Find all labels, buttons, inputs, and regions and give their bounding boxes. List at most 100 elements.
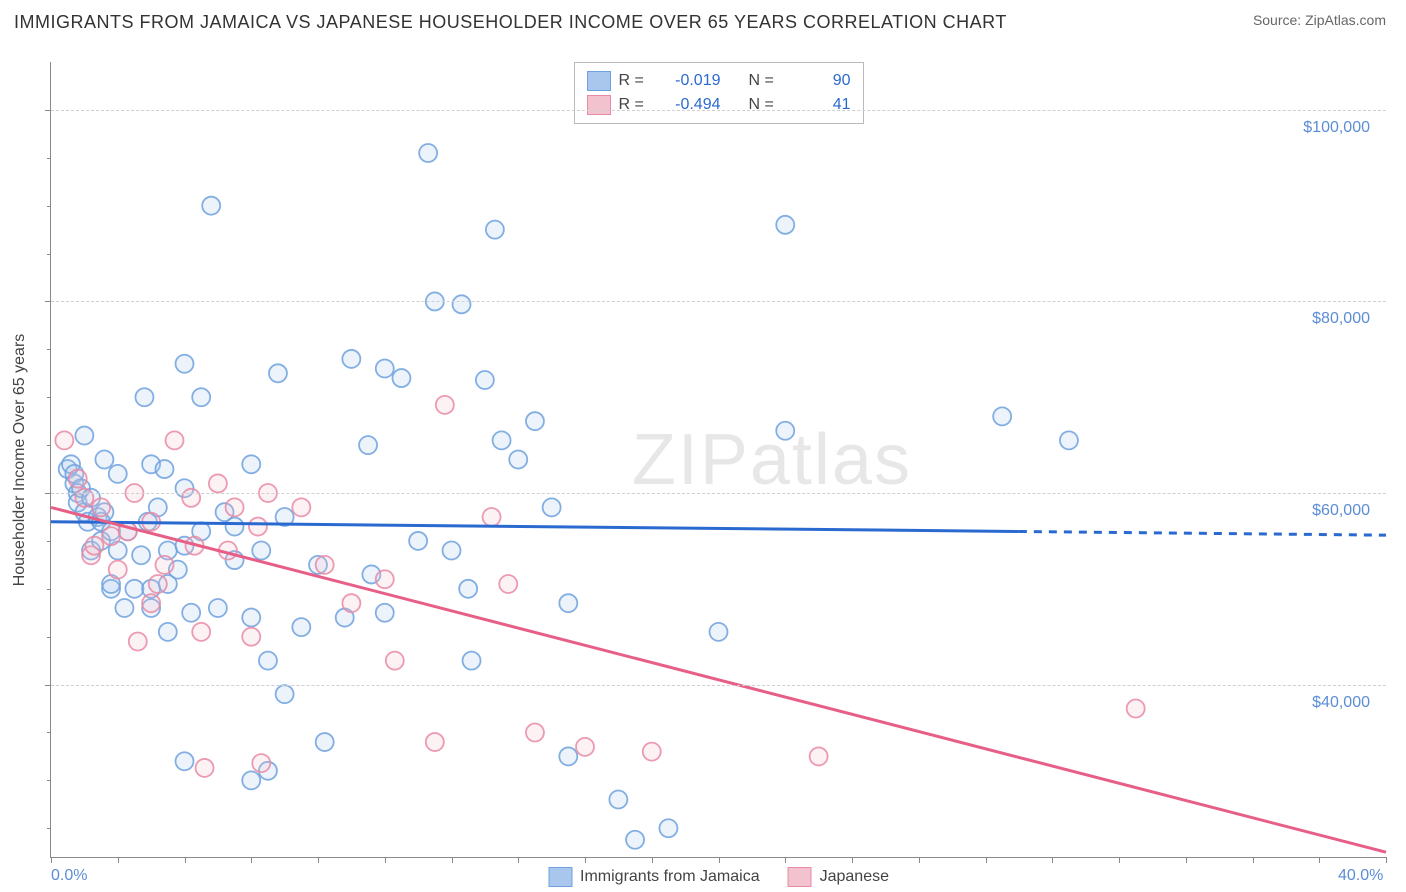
- y-tick-label: $40,000: [1312, 694, 1370, 712]
- scatter-chart: Householder Income Over 65 years ZIPatla…: [50, 62, 1386, 858]
- data-point-japanese: [182, 489, 200, 507]
- data-point-jamaica: [242, 771, 260, 789]
- data-point-japanese: [75, 489, 93, 507]
- gridline: [51, 110, 1386, 111]
- data-point-jamaica: [176, 752, 194, 770]
- data-point-jamaica: [776, 216, 794, 234]
- y-tick-label: $80,000: [1312, 310, 1370, 328]
- data-point-jamaica: [443, 541, 461, 559]
- data-point-jamaica: [376, 360, 394, 378]
- data-point-japanese: [376, 570, 394, 588]
- data-point-jamaica: [155, 460, 173, 478]
- data-point-japanese: [252, 754, 270, 772]
- data-point-jamaica: [242, 609, 260, 627]
- data-point-japanese: [196, 759, 214, 777]
- data-point-japanese: [109, 561, 127, 579]
- data-point-jamaica: [509, 451, 527, 469]
- data-point-japanese: [576, 738, 594, 756]
- data-point-jamaica: [419, 144, 437, 162]
- data-point-jamaica: [209, 599, 227, 617]
- data-point-jamaica: [292, 618, 310, 636]
- data-point-jamaica: [316, 733, 334, 751]
- data-point-japanese: [165, 431, 183, 449]
- source-attribution: Source: ZipAtlas.com: [1253, 12, 1386, 28]
- legend-swatch-jamaica: [548, 867, 572, 887]
- data-point-jamaica: [125, 580, 143, 598]
- source-link[interactable]: ZipAtlas.com: [1305, 12, 1386, 28]
- data-point-jamaica: [476, 371, 494, 389]
- data-point-jamaica: [132, 546, 150, 564]
- data-point-jamaica: [252, 541, 270, 559]
- trendline-extrapolated-jamaica: [1019, 531, 1386, 535]
- data-point-jamaica: [135, 388, 153, 406]
- data-point-japanese: [226, 498, 244, 516]
- legend-n-value-jamaica: 90: [789, 72, 851, 90]
- data-point-jamaica: [342, 350, 360, 368]
- data-point-jamaica: [453, 295, 471, 313]
- data-point-jamaica: [993, 407, 1011, 425]
- data-point-japanese: [499, 575, 517, 593]
- gridline: [51, 685, 1386, 686]
- data-point-jamaica: [463, 652, 481, 670]
- legend-n-label: N =: [749, 96, 781, 114]
- data-point-jamaica: [392, 369, 410, 387]
- x-tick-label: 40.0%: [1338, 867, 1383, 885]
- data-point-jamaica: [242, 455, 260, 473]
- legend-row-japanese: R = -0.494 N = 41: [587, 93, 851, 117]
- y-axis-label: Householder Income Over 65 years: [11, 334, 29, 587]
- chart-svg-layer: [51, 62, 1386, 857]
- legend-r-label: R =: [619, 96, 651, 114]
- data-point-jamaica: [459, 580, 477, 598]
- data-point-japanese: [810, 747, 828, 765]
- data-point-jamaica: [710, 623, 728, 641]
- data-point-jamaica: [493, 431, 511, 449]
- data-point-jamaica: [276, 685, 294, 703]
- source-prefix: Source:: [1253, 12, 1305, 28]
- data-point-jamaica: [359, 436, 377, 454]
- legend-n-value-japanese: 41: [789, 96, 851, 114]
- gridline: [51, 493, 1386, 494]
- data-point-jamaica: [409, 532, 427, 550]
- data-point-jamaica: [526, 412, 544, 430]
- data-point-japanese: [102, 527, 120, 545]
- data-point-japanese: [55, 431, 73, 449]
- chart-title: IMMIGRANTS FROM JAMAICA VS JAPANESE HOUS…: [14, 12, 1007, 33]
- data-point-jamaica: [192, 388, 210, 406]
- data-point-japanese: [249, 518, 267, 536]
- data-point-jamaica: [609, 791, 627, 809]
- data-point-jamaica: [115, 599, 133, 617]
- data-point-jamaica: [95, 451, 113, 469]
- data-point-jamaica: [176, 355, 194, 373]
- legend-row-jamaica: R = -0.019 N = 90: [587, 69, 851, 93]
- legend-swatch-jamaica: [587, 71, 611, 91]
- data-point-jamaica: [559, 747, 577, 765]
- data-point-japanese: [92, 498, 110, 516]
- legend-swatch-japanese: [788, 867, 812, 887]
- data-point-japanese: [129, 632, 147, 650]
- data-point-japanese: [69, 470, 87, 488]
- data-point-jamaica: [226, 518, 244, 536]
- legend-label-japanese: Japanese: [820, 868, 889, 885]
- legend-r-label: R =: [619, 72, 651, 90]
- data-point-jamaica: [159, 623, 177, 641]
- data-point-jamaica: [776, 422, 794, 440]
- data-point-japanese: [192, 623, 210, 641]
- series-legend: Immigrants from Jamaica Japanese: [548, 867, 889, 887]
- data-point-japanese: [142, 594, 160, 612]
- data-point-jamaica: [109, 465, 127, 483]
- legend-n-label: N =: [749, 72, 781, 90]
- data-point-jamaica: [75, 427, 93, 445]
- data-point-jamaica: [559, 594, 577, 612]
- legend-item-japanese: Japanese: [788, 867, 889, 887]
- data-point-jamaica: [626, 831, 644, 849]
- data-point-jamaica: [1060, 431, 1078, 449]
- data-point-japanese: [526, 723, 544, 741]
- data-point-japanese: [643, 743, 661, 761]
- data-point-japanese: [149, 575, 167, 593]
- x-tick-label: 0.0%: [51, 867, 87, 885]
- data-point-japanese: [436, 396, 454, 414]
- data-point-japanese: [386, 652, 404, 670]
- data-point-jamaica: [376, 604, 394, 622]
- legend-item-jamaica: Immigrants from Jamaica: [548, 867, 760, 887]
- trendline-japanese: [51, 507, 1386, 852]
